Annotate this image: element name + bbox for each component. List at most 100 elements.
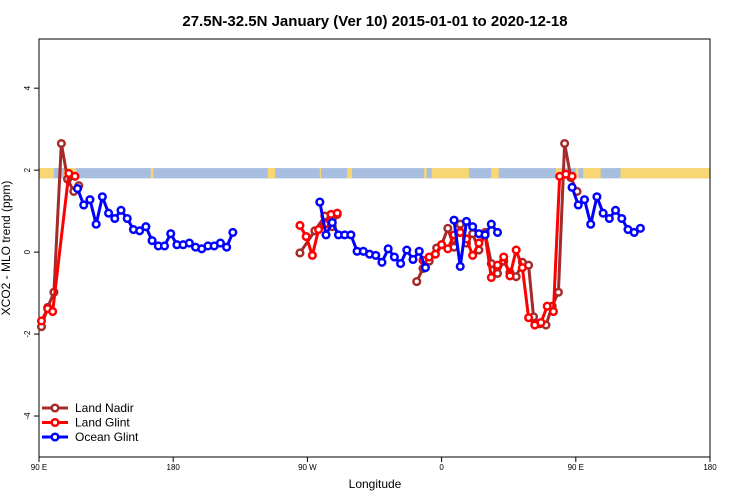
land-band <box>431 168 469 179</box>
data-point <box>36 316 47 326</box>
x-tick-label: 180 <box>703 463 717 472</box>
y-tick-label: 2 <box>23 167 32 172</box>
data-point <box>567 171 577 181</box>
data-point <box>70 171 80 181</box>
chart-title: 27.5N-32.5N January (Ver 10) 2015-01-01 … <box>182 13 567 30</box>
y-axis-label: XCO2 - MLO trend (ppm) <box>0 181 13 316</box>
x-tick-label: 180 <box>167 463 181 472</box>
series-ocean-glint <box>72 182 645 273</box>
legend-marker <box>50 417 60 428</box>
data-point <box>79 200 89 210</box>
y-tick-label: 0 <box>23 249 32 254</box>
x-tick-label: 90 E <box>568 463 584 472</box>
series-land-glint <box>36 168 577 330</box>
data-point <box>97 192 107 202</box>
data-point <box>455 227 465 237</box>
land-band <box>319 168 322 179</box>
data-point <box>511 245 521 255</box>
data-point <box>635 223 645 233</box>
data-point <box>377 257 387 267</box>
data-point <box>517 263 527 273</box>
data-point <box>85 195 95 205</box>
data-point <box>307 250 317 260</box>
data-point <box>295 248 305 258</box>
data-point <box>135 226 145 236</box>
land-band <box>347 168 353 179</box>
data-point <box>184 238 194 248</box>
data-point <box>371 250 381 260</box>
data-point <box>228 227 238 237</box>
data-point <box>492 260 503 270</box>
data-point <box>48 306 58 317</box>
land-band <box>583 168 601 179</box>
data-point <box>222 242 232 252</box>
x-tick-label: 0 <box>439 463 444 472</box>
data-point <box>486 272 496 283</box>
data-point <box>314 225 324 235</box>
data-point <box>629 227 639 237</box>
data-point <box>617 213 627 224</box>
data-point <box>383 244 393 254</box>
land-ocean-strip <box>39 168 710 179</box>
data-point <box>321 230 331 240</box>
x-tick-label: 90 W <box>298 463 317 472</box>
y-tick-label: -4 <box>23 412 32 420</box>
data-point <box>110 213 120 224</box>
plot-frame <box>38 38 711 458</box>
data-point <box>141 222 151 232</box>
data-point <box>499 252 509 262</box>
data-point <box>420 263 430 273</box>
data-point <box>301 231 311 242</box>
x-tick-label: 90 E <box>31 463 47 472</box>
data-point <box>408 254 418 265</box>
data-point <box>461 216 472 226</box>
x-axis-label: Longitude <box>349 477 402 491</box>
data-point <box>524 313 534 323</box>
land-band <box>575 168 579 179</box>
legend-marker <box>50 432 60 442</box>
data-point <box>548 306 558 317</box>
data-point <box>443 223 453 233</box>
data-point <box>215 238 225 248</box>
data-point <box>414 246 424 256</box>
land-band <box>39 168 54 179</box>
ocean-band <box>39 168 710 179</box>
data-point <box>455 261 465 271</box>
data-point <box>586 219 596 229</box>
data-point <box>72 184 83 194</box>
data-point <box>437 240 447 250</box>
data-point <box>295 220 305 231</box>
data-point <box>468 222 478 232</box>
data-point <box>315 197 325 207</box>
data-point <box>122 213 132 224</box>
data-point <box>396 259 406 269</box>
legend-label: Ocean Glint <box>75 430 139 444</box>
data-point <box>468 250 478 260</box>
data-point <box>553 287 563 297</box>
data-point <box>332 208 342 218</box>
data-point <box>430 249 440 259</box>
data-point <box>492 227 503 237</box>
data-point <box>604 213 614 224</box>
data-point <box>327 218 337 228</box>
data-point <box>486 219 496 229</box>
land-band <box>150 168 154 179</box>
legend-label: Land Nadir <box>75 401 134 415</box>
data-point <box>542 301 552 311</box>
data-point <box>560 138 570 149</box>
data-point <box>474 238 484 248</box>
data-point <box>579 195 590 205</box>
data-point <box>402 245 412 255</box>
data-point <box>443 244 453 254</box>
data-point <box>166 229 176 239</box>
data-point <box>412 277 422 287</box>
data-point <box>592 192 602 202</box>
data-point <box>505 271 515 281</box>
data-point <box>449 215 459 225</box>
data-point <box>147 236 157 246</box>
land-band <box>424 168 427 179</box>
legend-label: Land Glint <box>75 416 130 430</box>
data-point <box>116 205 126 215</box>
data-point <box>573 200 583 210</box>
